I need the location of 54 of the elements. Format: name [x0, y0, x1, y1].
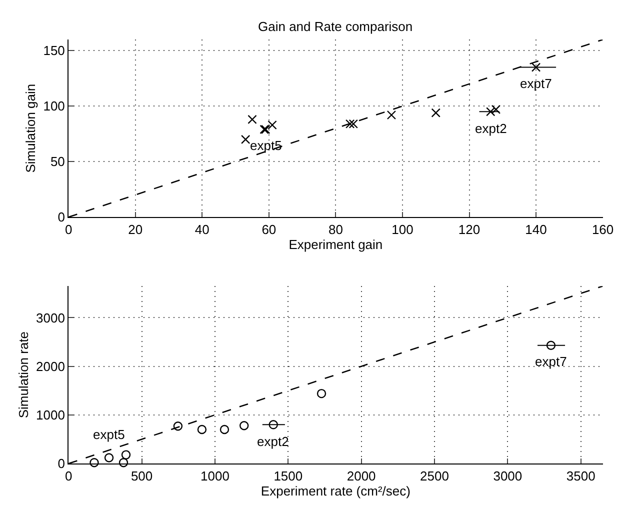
x-tick-label: 20	[128, 222, 143, 237]
annotation: expt7	[520, 76, 552, 91]
point	[386, 110, 396, 120]
y-axis-title: Simulation gain	[23, 84, 38, 173]
x-axis-title: Experiment rate (cm²/sec)	[260, 483, 410, 498]
point	[197, 424, 207, 434]
x-tick-label: 60	[262, 222, 276, 237]
point	[118, 458, 128, 468]
y-tick-label: 0	[58, 210, 65, 225]
point	[486, 107, 496, 116]
y-tick-label: 150	[43, 43, 65, 58]
x-tick-label: 120	[458, 222, 480, 237]
x-tick-label: 140	[525, 222, 547, 237]
y-tick-label: 0	[58, 456, 65, 472]
point	[546, 340, 556, 350]
point	[345, 119, 355, 128]
point	[173, 422, 183, 431]
point	[248, 114, 257, 124]
point	[268, 420, 278, 430]
point	[121, 450, 131, 460]
x-tick-label: 1500	[274, 468, 303, 484]
y-tick-label: 1000	[36, 407, 65, 422]
x-tick-label: 500	[130, 468, 153, 484]
annotation: expt2	[257, 434, 289, 449]
point	[348, 119, 358, 128]
y-axis-title: Simulation rate	[16, 331, 31, 418]
point	[104, 453, 114, 462]
y-tick-label: 100	[43, 98, 65, 114]
x-tick-label: 1000	[200, 468, 230, 484]
point	[531, 62, 541, 72]
y-tick-label: 50	[50, 154, 65, 170]
x-tick-label: 2000	[346, 468, 376, 484]
point	[316, 388, 326, 398]
y-tick-label: 2000	[36, 358, 65, 374]
point	[268, 120, 277, 130]
point	[240, 134, 250, 144]
x-tick-label: 40	[194, 222, 210, 237]
point	[431, 108, 440, 118]
x-axis-title: Experiment gain	[288, 236, 383, 252]
point	[90, 458, 99, 468]
x-tick-label: 3000	[493, 468, 522, 484]
annotation: expt5	[250, 138, 282, 153]
x-tick-label: 2500	[420, 468, 449, 484]
point	[220, 424, 230, 434]
annotation: expt2	[475, 121, 507, 136]
x-tick-label: 160	[592, 222, 614, 237]
x-tick-label: 100	[392, 222, 414, 237]
y-tick-label: 3000	[36, 310, 65, 326]
x-tick-label: 80	[328, 222, 343, 237]
point	[240, 421, 249, 430]
annotation: expt5	[93, 427, 125, 442]
annotation: expt7	[535, 354, 567, 369]
chart-title: Gain and Rate comparison	[258, 19, 413, 34]
x-tick-label: 3500	[566, 468, 596, 484]
